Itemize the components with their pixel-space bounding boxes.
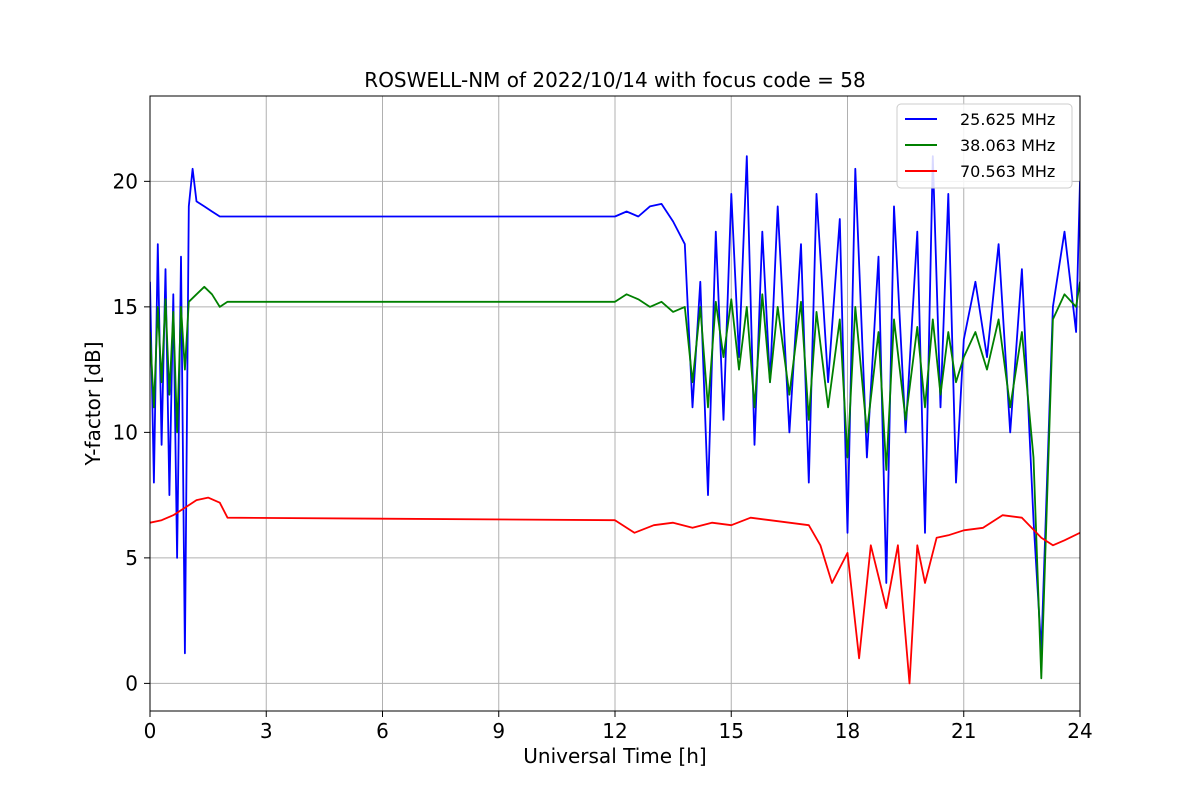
y-axis: 0 5 10 15 20 bbox=[113, 169, 150, 695]
x-tick-label: 18 bbox=[835, 719, 860, 743]
x-axis-title: Universal Time [h] bbox=[523, 744, 706, 768]
chart-title: ROSWELL-NM of 2022/10/14 with focus code… bbox=[364, 68, 865, 92]
legend-label-3: 70.563 MHz bbox=[960, 162, 1055, 181]
series-line-2 bbox=[150, 281, 1080, 680]
x-tick-label: 21 bbox=[951, 719, 976, 743]
x-tick-label: 0 bbox=[144, 719, 157, 743]
series-line-3 bbox=[150, 496, 1080, 685]
y-tick-label: 15 bbox=[113, 295, 138, 319]
y-tick-label: 10 bbox=[113, 420, 138, 444]
series-layer bbox=[150, 155, 1080, 685]
y-tick-label: 0 bbox=[125, 671, 138, 695]
y-tick-label: 5 bbox=[125, 546, 138, 570]
y-axis-title: Y-factor [dB] bbox=[81, 341, 105, 466]
x-axis: 0 3 6 9 12 15 18 21 24 bbox=[144, 711, 1093, 743]
series-line-1 bbox=[150, 155, 1080, 655]
legend-label-2: 38.063 MHz bbox=[960, 136, 1055, 155]
x-tick-label: 12 bbox=[602, 719, 627, 743]
legend-label-1: 25.625 MHz bbox=[960, 110, 1055, 129]
legend-box bbox=[896, 103, 1073, 189]
x-tick-label: 3 bbox=[260, 719, 273, 743]
x-tick-label: 24 bbox=[1067, 719, 1092, 743]
y-tick-label: 20 bbox=[113, 169, 138, 193]
x-tick-label: 15 bbox=[719, 719, 744, 743]
x-tick-label: 6 bbox=[376, 719, 389, 743]
legend: 25.625 MHz 38.063 MHz 70.563 MHz bbox=[896, 103, 1073, 189]
x-tick-label: 9 bbox=[492, 719, 505, 743]
